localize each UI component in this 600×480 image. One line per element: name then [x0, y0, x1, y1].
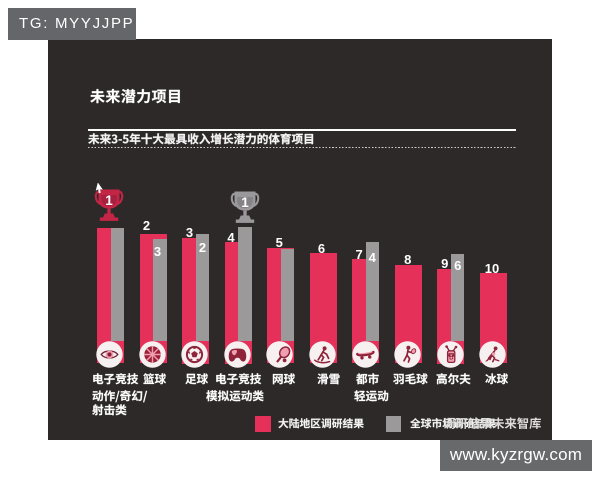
svg-text:1: 1 [106, 193, 114, 208]
svg-text:1: 1 [241, 195, 249, 210]
